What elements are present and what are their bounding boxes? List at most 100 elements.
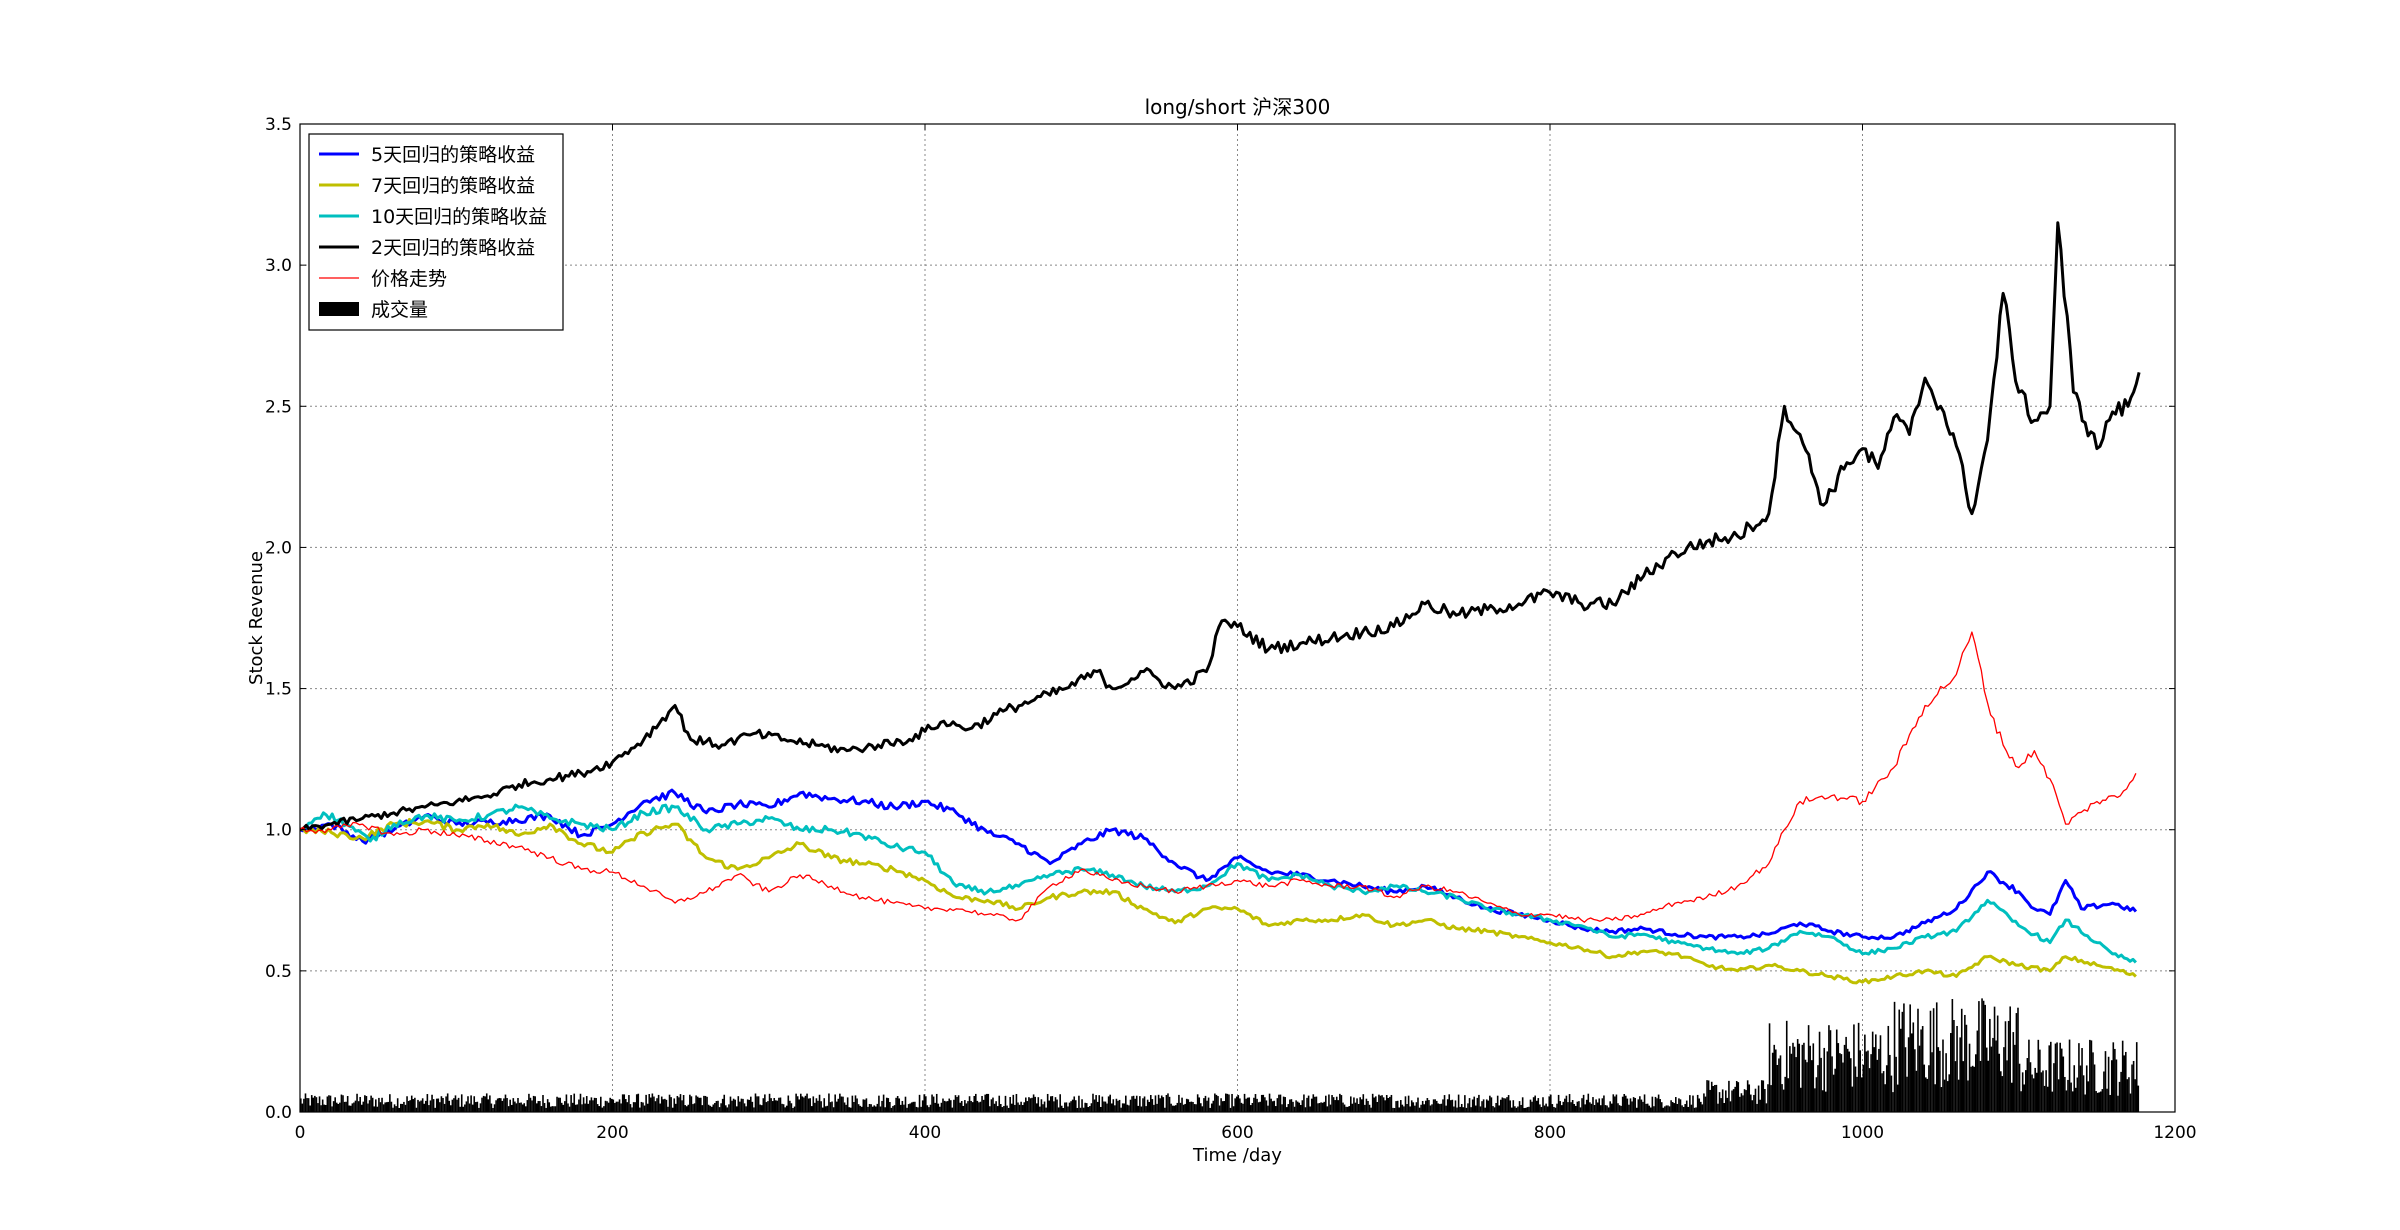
- volume-bar: [1193, 1104, 1196, 1112]
- volume-bar: [387, 1101, 390, 1112]
- volume-bar: [1587, 1093, 1590, 1112]
- volume-bar: [526, 1100, 529, 1112]
- legend-label: 7天回归的策略收益: [371, 175, 535, 197]
- volume-bar: [1195, 1104, 1197, 1112]
- volume-bar: [1846, 1048, 1849, 1112]
- volume-bar: [360, 1104, 363, 1112]
- volume-bar: [1943, 1079, 1946, 1112]
- volume-bar: [1553, 1106, 1555, 1112]
- volume-bar: [985, 1093, 988, 1112]
- volume-bar: [442, 1097, 444, 1112]
- volume-bar: [1382, 1097, 1385, 1112]
- volume-bar: [475, 1102, 477, 1112]
- volume-bar: [1565, 1095, 1568, 1112]
- volume-bar: [1112, 1099, 1115, 1112]
- volume-bar: [348, 1105, 351, 1112]
- volume-bar: [1543, 1105, 1546, 1112]
- volume-bar: [443, 1103, 446, 1112]
- volume-bar: [535, 1103, 538, 1112]
- volume-bar: [1035, 1103, 1038, 1112]
- volume-bar: [460, 1094, 463, 1112]
- volume-bar: [2050, 1041, 2052, 1112]
- volume-bar: [1743, 1089, 1746, 1112]
- volume-bar: [857, 1104, 860, 1112]
- volume-bar: [928, 1107, 930, 1112]
- volume-bar: [962, 1105, 965, 1112]
- volume-bar: [2001, 1076, 2004, 1112]
- volume-bar: [1778, 1058, 1780, 1112]
- volume-bar: [1739, 1096, 1741, 1112]
- volume-bar: [1168, 1096, 1171, 1112]
- volume-bar: [1331, 1095, 1333, 1112]
- volume-bar: [1573, 1104, 1576, 1112]
- volume-bar: [553, 1106, 555, 1112]
- volume-bar: [1928, 1065, 1930, 1112]
- volume-bar: [1014, 1104, 1016, 1112]
- volume-bar: [1801, 1044, 1804, 1112]
- volume-bar: [1839, 1053, 1841, 1112]
- volume-bar: [489, 1095, 491, 1112]
- volume-bar: [1610, 1103, 1613, 1112]
- volume-bar: [1051, 1096, 1054, 1112]
- volume-bar: [731, 1100, 733, 1112]
- volume-bar: [620, 1103, 622, 1112]
- volume-bar: [735, 1106, 738, 1112]
- volume-bar: [1723, 1102, 1726, 1112]
- volume-bar: [803, 1097, 805, 1112]
- volume-bar: [1773, 1044, 1776, 1112]
- volume-bar: [1807, 1025, 1810, 1112]
- volume-bar: [959, 1102, 961, 1112]
- volume-bar: [1032, 1094, 1035, 1112]
- volume-bar: [1612, 1094, 1615, 1112]
- volume-bar: [1196, 1094, 1199, 1112]
- volume-bar: [1850, 1058, 1852, 1112]
- volume-bar: [695, 1095, 697, 1112]
- volume-bar: [514, 1101, 516, 1112]
- volume-bar: [664, 1098, 666, 1112]
- plot-frame: [299, 123, 2176, 1113]
- volume-bar: [1337, 1100, 1340, 1112]
- volume-bar: [728, 1104, 730, 1112]
- volume-bar: [462, 1106, 465, 1112]
- volume-bar: [895, 1097, 897, 1112]
- volume-bar: [1476, 1097, 1479, 1112]
- volume-bar: [1010, 1103, 1013, 1112]
- volume-bar: [767, 1101, 769, 1112]
- volume-bar: [1962, 1061, 1965, 1112]
- volume-bar: [1643, 1094, 1646, 1112]
- volume-bar: [1871, 1031, 1874, 1112]
- volume-bar: [657, 1094, 660, 1112]
- volume-bar: [721, 1098, 724, 1112]
- volume-bar: [1856, 1076, 1858, 1112]
- volume-bar: [517, 1097, 519, 1112]
- volume-bar: [2090, 1040, 2093, 1112]
- volume-bar: [667, 1106, 669, 1112]
- volume-bar: [1250, 1105, 1252, 1112]
- volume-bar: [792, 1107, 794, 1112]
- volume-bar: [1375, 1096, 1377, 1112]
- volume-bar: [571, 1102, 574, 1112]
- volume-bar: [1456, 1107, 1458, 1112]
- volume-bar: [748, 1099, 751, 1112]
- volume-bar: [1648, 1105, 1651, 1112]
- volume-bar: [1881, 1073, 1883, 1112]
- volume-bar: [1443, 1095, 1446, 1112]
- volume-bar: [1135, 1095, 1138, 1112]
- volume-bar: [1564, 1098, 1566, 1112]
- volume-bar: [1429, 1105, 1432, 1112]
- volume-bar: [2092, 1052, 2094, 1112]
- volume-bar: [921, 1100, 924, 1112]
- volume-bar: [618, 1099, 621, 1112]
- volume-bar: [1221, 1101, 1224, 1112]
- volume-bar: [1398, 1107, 1401, 1112]
- legend-label: 2天回归的策略收益: [371, 237, 535, 259]
- volume-bar: [1001, 1107, 1004, 1112]
- volume-bar: [423, 1103, 426, 1112]
- volume-bar: [1471, 1099, 1474, 1112]
- series-line-4: [299, 631, 2137, 923]
- volume-bar: [540, 1106, 543, 1112]
- volume-bar: [1559, 1101, 1561, 1112]
- volume-bar: [1815, 1077, 1818, 1112]
- x-tick-label: 0: [295, 1123, 306, 1143]
- volume-bar: [1256, 1098, 1258, 1112]
